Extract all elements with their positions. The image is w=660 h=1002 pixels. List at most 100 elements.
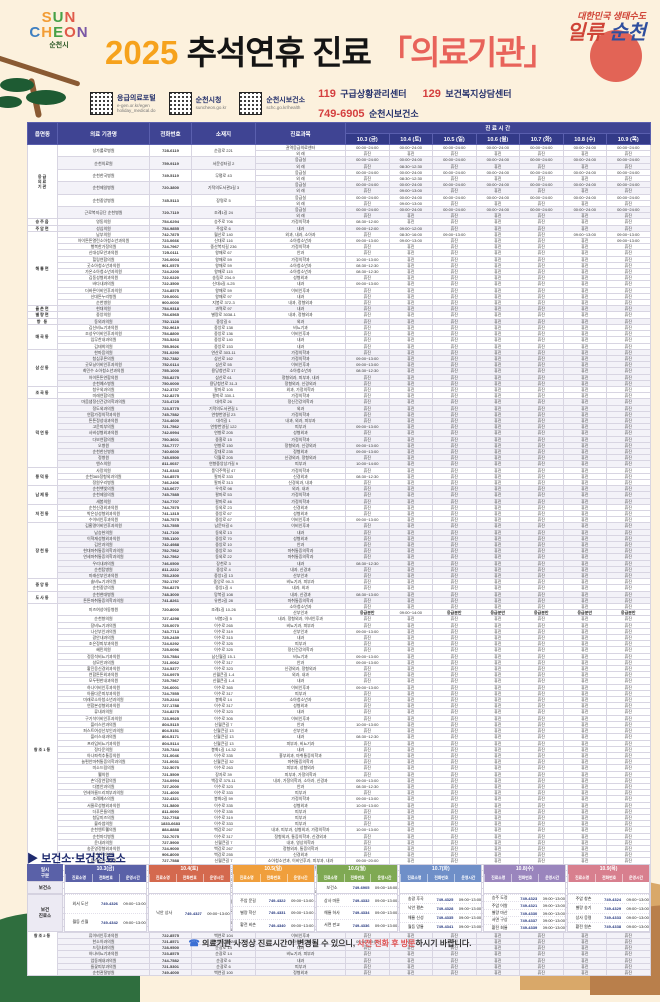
department: 내과, 가정의학과, 소아과, 신경과 bbox=[255, 776, 346, 784]
time-cell: 휴진 bbox=[475, 776, 520, 784]
hospital-row: 고운피부의원 721-7562 연향번영길 122 피부과 09:00~13:00 휴진 휴… bbox=[28, 423, 651, 431]
time-cell: 휴진 bbox=[475, 826, 520, 834]
hospital-row: 삼산동 한마음의원 751-0290 연산로 303-11 가정의학과 휴진 휴진 휴진 휴진 휴… bbox=[27, 348, 651, 387]
town-label: 중앙동 bbox=[27, 578, 58, 592]
time-cell: 휴진 bbox=[475, 280, 520, 288]
department: 응급실 bbox=[255, 206, 346, 214]
department: 정형외과, 피부과, 내과 bbox=[255, 373, 346, 381]
page-title: 2025 추석연휴 진료 「의료기관」 bbox=[105, 26, 557, 74]
column-header: 읍면동 bbox=[27, 122, 58, 145]
time-cell: 휴진 bbox=[475, 472, 520, 480]
hospital-row: 순천한신병원 740-6600 장대로 235 정형외과 09:00~13:00 휴진 휴진… bbox=[28, 447, 651, 456]
hospital-row: 아름다운피부과의원 724-7555 이수로 317 피부과 휴진 휴진 휴진 휴진 휴진 휴진 휴… bbox=[28, 689, 651, 698]
department: 성형외과 bbox=[255, 801, 346, 809]
hospital-row: 윤내과의원 727-5900 신월큰길 7 내과, 영상의학과 휴진 휴진 휴진 휴진 휴진 휴진… bbox=[28, 838, 651, 846]
time-cell: 휴진 bbox=[519, 249, 564, 257]
time-cell: 휴진 bbox=[606, 280, 651, 288]
department: 정신건강의학과 bbox=[255, 646, 346, 654]
hospital-name: 순천한국병원 bbox=[57, 168, 150, 183]
clinic-post-row: 주암 어왕 749-4321 09:00~13:00 bbox=[484, 901, 566, 908]
hospital-row: 주암면 성심의원 754-9855 주암로 6 내과 09:00~12:00 09:00~1… bbox=[27, 224, 651, 232]
time-cell: 휴진 bbox=[519, 509, 564, 518]
hospital-row: 미래연합의원 742-8275 팔마로 330-1 가정의학과 휴진 휴진 휴진 휴진 휴진 휴진… bbox=[28, 392, 651, 400]
hospital-row: 정웅석비뇨기과의원 723-7584 남신월길 15-1 비뇨기과 09:00~13:0… bbox=[28, 652, 651, 660]
time-cell: 휴진 bbox=[606, 671, 651, 679]
clinic-post-row: 황전 원촌 749-4338 09:00~13:00 bbox=[568, 921, 650, 931]
hospital-row: 신대튼누리병원 729-0001 왕매로 97 내과 휴진 휴진 휴진 휴진 휴진 휴진 휴진 bbox=[28, 292, 651, 301]
hospital-row: 도사동 순천현대병원 748-3000 망북길 108 내과, 신경과 08:30~13:… bbox=[27, 590, 651, 605]
hospital-row: 풍덕동 사랑의원 741-0343 풍덕주택길 47 가정의학과 휴진 휴진 휴진 휴진 휴진 휴진… bbox=[27, 466, 651, 487]
time-cell: 휴진 bbox=[606, 795, 651, 803]
hospital-row: 프라임비뇨기과의원 804-5114 신월큰길 13 피부과, 비뇨기과 휴진 휴진 휴진 휴… bbox=[28, 739, 651, 747]
time-cell: 휴진 bbox=[519, 646, 564, 654]
department: 피부과, 비뇨기과 bbox=[255, 739, 346, 747]
department: 정형외과, 신경외과 bbox=[255, 379, 346, 387]
column-header: 소재지 bbox=[191, 122, 256, 145]
time-cell: 휴진 bbox=[475, 770, 520, 778]
department: 이비인후과 bbox=[255, 714, 346, 722]
time-cell: 휴진 bbox=[475, 435, 520, 443]
hospital-row: 우리내과의원 746-0500 장천로 3 내과 08:30~12:30 휴진 휴진 휴진 휴진… bbox=[28, 559, 651, 567]
department: 성형외과 bbox=[255, 534, 346, 543]
time-cell: 휴진 bbox=[475, 385, 520, 394]
hospital-row: 수이비인후과의원 748-7575 중앙로 67 이비인후과 09:00~13:00 휴진… bbox=[28, 516, 651, 524]
department: 이비인후과 bbox=[255, 516, 346, 524]
hospital-name: 미즈여성아동병원 bbox=[57, 603, 150, 617]
time-cell: 00:00~24:00 bbox=[519, 143, 564, 152]
time-cell: 휴진 bbox=[475, 392, 520, 400]
time-cell: 휴진 bbox=[606, 472, 651, 480]
hospital-row: 정병원 745-0500 덕월로 205 신경외과, 정형외과 휴진 휴진 휴진 휴진 휴진 휴진… bbox=[28, 454, 651, 462]
hospital-row: 산부인과 응급분만 09:00~14:00 응급분만 응급분만 응급분만 응급분만 응급분만 bbox=[28, 609, 651, 617]
department: 응급실 bbox=[255, 156, 346, 164]
time-cell: 휴진 bbox=[519, 243, 564, 251]
hospital-row: 저전동 순천신경외과의원 744-7575 동외로 23 신경외과 휴진 휴진 휴진 휴진 휴진 휴… bbox=[27, 503, 651, 524]
column-header: 전화번호 bbox=[149, 122, 192, 145]
hospital-row: 향 동 동외과의원 752-1128 중앙길 6 외과 휴진 휴진 휴진 휴진 휴진 휴진 휴진 bbox=[27, 317, 651, 325]
time-cell: 휴진 bbox=[519, 503, 564, 512]
hospital-phone: 720-7119 bbox=[149, 206, 192, 220]
time-cell: 휴진 bbox=[519, 720, 564, 729]
time-cell: 휴진 bbox=[606, 820, 651, 828]
hospital-row: 청담미즈의원 722-7768 이수로 319 피부과 휴진 휴진 휴진 휴진 휴진 휴진 휴진 bbox=[28, 813, 651, 822]
hospital-row: 드림내과의원 728-9500 순광로 14 내과 휴진 휴진 휴진 휴진 휴진 휴진 휴진 bbox=[28, 944, 651, 952]
qr-city-hall: 순천시청 suncheon.go.kr bbox=[168, 91, 226, 115]
clinic-post-row: 서면 구상 749-4337 09:00~13:00 bbox=[484, 916, 566, 923]
time-cell: 휴진 bbox=[475, 460, 520, 468]
time-cell: 휴진 bbox=[475, 937, 520, 946]
time-cell: 휴진 bbox=[475, 416, 520, 425]
time-cell: 휴진 bbox=[475, 820, 520, 828]
time-cell: 휴진 bbox=[606, 838, 651, 846]
time-cell: 휴진 bbox=[606, 410, 651, 418]
time-cell: 휴진 bbox=[475, 423, 520, 431]
time-cell: 휴진 bbox=[519, 776, 564, 784]
time-cell: 휴진 bbox=[475, 720, 520, 729]
time-cell: 휴진 bbox=[475, 634, 520, 642]
department: 소아청소년과 bbox=[255, 261, 346, 270]
time-cell: 휴진 bbox=[475, 782, 520, 791]
time-cell: 휴진 bbox=[475, 534, 520, 543]
department: 성형외과 bbox=[255, 429, 346, 437]
time-cell: 휴진 bbox=[606, 534, 651, 543]
clinics-date-header: 10.8(수) bbox=[484, 865, 566, 874]
clinic-post-row: 황전 회룡 749-4339 09:00~13:00 bbox=[484, 923, 566, 931]
time-cell: 00:00~24:00 bbox=[606, 156, 651, 164]
time-cell: 휴진 bbox=[606, 634, 651, 642]
time-cell: 휴진 bbox=[519, 652, 564, 660]
clinics-health-center-row bbox=[568, 882, 650, 894]
contact-bar: 응급의료포털 e-gen.or.kr/egen holiday_medical.… bbox=[90, 84, 610, 122]
department: 안과 bbox=[255, 540, 346, 549]
town-label: 왕조1동 bbox=[27, 603, 58, 896]
time-cell: 휴진 bbox=[475, 689, 520, 698]
logo-subtitle: 순천시 bbox=[49, 42, 69, 49]
time-cell: 휴진 bbox=[606, 460, 651, 468]
hospital-row: 더푸른들의원 811-0090 이수로 335 피부과 휴진 휴진 휴진 휴진 휴진 휴진 휴진 bbox=[28, 807, 651, 815]
clinics-date-header: 10.3(금) bbox=[65, 865, 146, 874]
time-cell: 휴진 bbox=[519, 857, 564, 865]
time-cell: 휴진 bbox=[519, 516, 564, 524]
hospital-row: 광안내과의원 725-2439 이수로 315 내과 휴진 휴진 휴진 휴진 휴진 휴진 휴진 bbox=[28, 634, 651, 642]
department: 외 래 bbox=[255, 162, 346, 170]
time-cell: 휴진 bbox=[519, 441, 564, 449]
hospital-row: 왕조1동 미즈여성아동병원 720-8000 조례1길 10-26 소아청소년과 휴진 휴진… bbox=[27, 603, 651, 896]
time-cell: 휴진 bbox=[606, 658, 651, 667]
time-cell: 00:00~24:00 bbox=[606, 181, 651, 189]
